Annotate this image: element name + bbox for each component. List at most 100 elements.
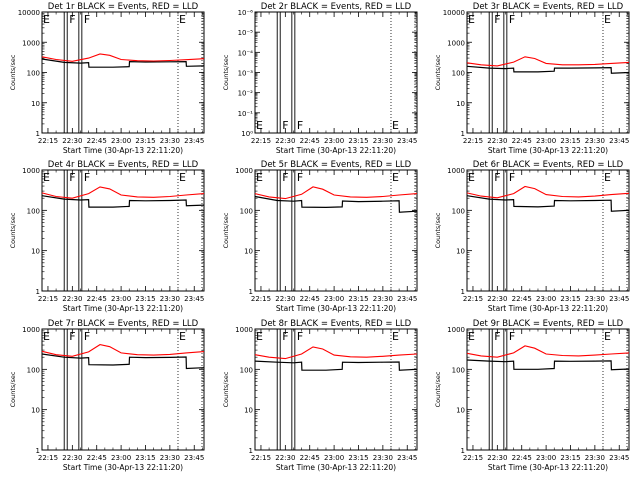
y-axis-label: Counts/sec xyxy=(222,371,230,407)
x-tick-label: 23:30 xyxy=(585,295,605,303)
y-axis-label: Counts/sec xyxy=(9,212,17,248)
y-axis-label: Counts/sec xyxy=(434,212,442,248)
e-marker-label: E xyxy=(392,171,399,184)
x-tick-label: 23:45 xyxy=(609,137,629,145)
x-axis-label: Start Time (30-Apr-13 22:11:20) xyxy=(276,304,396,313)
y-tick-label: 1 xyxy=(461,447,465,455)
x-axis-label: Start Time (30-Apr-13 22:11:20) xyxy=(488,304,608,313)
y-tick-label: 1000 xyxy=(447,39,465,47)
lld-series-line xyxy=(254,186,418,200)
y-axis-label: Counts/sec xyxy=(9,371,17,407)
plot-frame xyxy=(466,11,630,134)
y-tick-label: 10000 xyxy=(443,9,465,17)
x-tick-label: 23:30 xyxy=(160,454,180,462)
chart-title: Det 5r BLACK = Events, RED = LLD xyxy=(261,160,412,170)
y-tick-label: 10000 xyxy=(18,9,40,17)
x-tick-label: 23:15 xyxy=(348,295,368,303)
x-tick-label: 22:30 xyxy=(62,454,82,462)
y-tick-label: 10 xyxy=(244,407,253,415)
x-tick-label: 23:30 xyxy=(160,295,180,303)
x-axis-label: Start Time (30-Apr-13 22:11:20) xyxy=(63,146,183,155)
x-tick-label: 22:45 xyxy=(512,295,532,303)
f-marker-label: F xyxy=(509,171,515,184)
y-tick-label: 1 xyxy=(36,130,40,138)
plot-frame xyxy=(466,169,630,292)
x-tick-label: 22:15 xyxy=(251,295,271,303)
f-marker-label: F xyxy=(297,330,303,343)
y-tick-label: 1000 xyxy=(22,326,40,334)
y-tick-label: 10 xyxy=(31,248,40,256)
e-marker-label: E xyxy=(179,171,186,184)
x-tick-label: 22:15 xyxy=(38,454,58,462)
f-marker-label: F xyxy=(297,119,303,132)
chart-title: Det 4r BLACK = Events, RED = LLD xyxy=(48,160,199,170)
x-tick-label: 23:45 xyxy=(609,454,629,462)
f-marker-label: F xyxy=(69,13,75,26)
y-tick-label: 1000 xyxy=(447,326,465,334)
e-marker-label: E xyxy=(256,171,263,184)
x-axis-label: Start Time (30-Apr-13 22:11:20) xyxy=(63,463,183,472)
y-tick-label: 1 xyxy=(36,288,40,296)
x-tick-label: 23:00 xyxy=(111,454,131,462)
f-marker-label: F xyxy=(297,171,303,184)
f-marker-label: F xyxy=(69,330,75,343)
x-tick-label: 23:00 xyxy=(111,137,131,145)
x-tick-label: 22:30 xyxy=(275,295,295,303)
x-axis-label: Start Time (30-Apr-13 22:11:20) xyxy=(488,463,608,472)
y-tick-label: 10 xyxy=(31,407,40,415)
f-marker-label: F xyxy=(282,119,288,132)
plot-frame xyxy=(466,328,630,451)
x-tick-label: 22:15 xyxy=(463,137,483,145)
chart-panel-det-1: Det 1r BLACK = Events, RED = LLD Start Ti… xyxy=(9,2,205,155)
x-tick-label: 23:30 xyxy=(373,137,393,145)
e-marker-label: E xyxy=(468,330,475,343)
events-series-line xyxy=(254,195,418,213)
lld-series-line xyxy=(466,185,630,199)
y-axis-label: Counts/sec xyxy=(222,212,230,248)
y-tick-label: 10⁻² xyxy=(238,90,254,98)
x-tick-label: 22:45 xyxy=(512,454,532,462)
lld-series-line xyxy=(466,345,630,358)
x-tick-label: 23:15 xyxy=(348,454,368,462)
x-tick-label: 23:15 xyxy=(560,295,580,303)
y-tick-label: 100 xyxy=(240,366,253,374)
chart-panel-det-8: Det 8r BLACK = Events, RED = LLD Start Ti… xyxy=(222,319,418,472)
x-tick-label: 22:15 xyxy=(463,454,483,462)
x-axis-label: Start Time (30-Apr-13 22:11:20) xyxy=(276,146,396,155)
x-tick-label: 23:45 xyxy=(397,454,417,462)
x-tick-label: 23:30 xyxy=(585,137,605,145)
x-tick-label: 22:15 xyxy=(38,137,58,145)
y-axis-label: Counts/sec xyxy=(9,54,17,90)
plot-frame xyxy=(254,11,418,134)
x-tick-label: 22:30 xyxy=(487,454,507,462)
chart-panel-det-7: Det 7r BLACK = Events, RED = LLD Start Ti… xyxy=(9,319,205,472)
y-axis-label: Counts/sec xyxy=(434,54,442,90)
x-tick-label: 22:15 xyxy=(251,454,271,462)
y-tick-label: 100 xyxy=(27,366,40,374)
y-tick-label: 10 xyxy=(244,248,253,256)
x-tick-label: 23:45 xyxy=(184,454,204,462)
chart-panel-det-4: Det 4r BLACK = Events, RED = LLD Start Ti… xyxy=(9,160,205,313)
events-series-line xyxy=(466,195,630,212)
y-tick-label: 100 xyxy=(27,70,40,78)
x-tick-label: 23:45 xyxy=(609,295,629,303)
lld-series-line xyxy=(41,53,205,62)
chart-panel-det-2: Det 2r BLACK = Events, RED = LLD Start Ti… xyxy=(222,2,418,155)
events-series-line xyxy=(41,353,205,370)
x-axis-label: Start Time (30-Apr-13 22:11:20) xyxy=(63,304,183,313)
y-tick-label: 1000 xyxy=(22,39,40,47)
e-marker-label: E xyxy=(392,330,399,343)
y-tick-label: 1000 xyxy=(447,167,465,175)
y-tick-label: 10⁻⁴ xyxy=(238,49,254,57)
x-tick-label: 23:15 xyxy=(560,137,580,145)
lld-series-line xyxy=(466,56,630,67)
e-marker-label: E xyxy=(179,13,186,26)
y-tick-label: 10⁻³ xyxy=(238,70,254,78)
x-tick-label: 22:30 xyxy=(62,295,82,303)
e-marker-label: E xyxy=(468,171,475,184)
chart-title: Det 7r BLACK = Events, RED = LLD xyxy=(48,319,199,329)
x-tick-label: 22:45 xyxy=(300,295,320,303)
y-tick-label: 10⁻⁵ xyxy=(238,29,254,37)
plot-frame xyxy=(41,169,205,292)
y-tick-label: 100 xyxy=(240,207,253,215)
